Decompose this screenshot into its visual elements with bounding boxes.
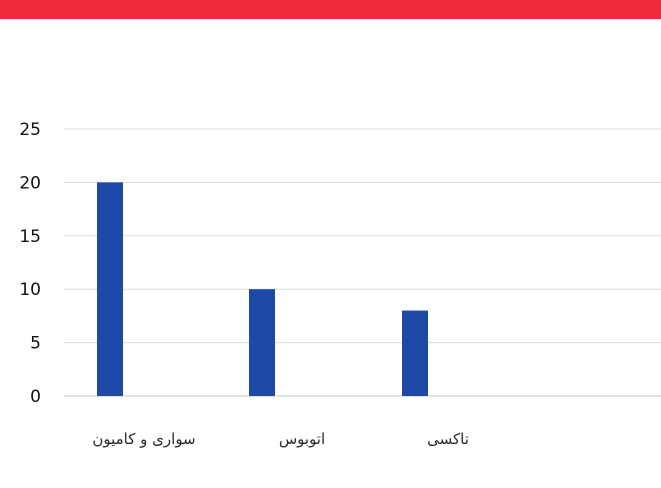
bars-group [97, 182, 428, 396]
category-label: تاکسی [427, 430, 469, 448]
y-tick-label: 25 [19, 120, 41, 140]
y-tick-label: 0 [30, 387, 41, 407]
gridlines-group [64, 128, 661, 397]
y-tick-label: 10 [19, 280, 41, 300]
category-label: اتوبوس [279, 430, 325, 448]
category-label: سواری و کامیون [92, 430, 195, 448]
top-accent-bar [0, 0, 661, 19]
y-tick-labels-group: 0 5 10 15 20 25 [19, 120, 41, 407]
category-labels-group: سواری و کامیون اتوبوس تاکسی [92, 430, 469, 448]
bar-3 [402, 310, 428, 396]
bar-1 [97, 182, 123, 396]
y-tick-label: 15 [19, 227, 41, 247]
bar-2 [249, 289, 275, 396]
y-tick-label: 5 [30, 334, 41, 354]
y-tick-label: 20 [19, 173, 41, 193]
